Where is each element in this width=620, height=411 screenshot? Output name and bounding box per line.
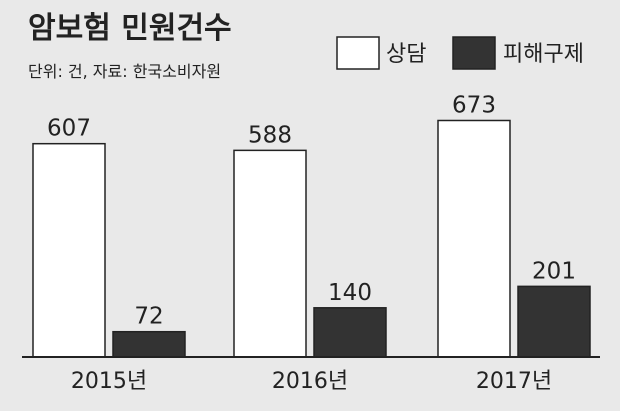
legend-label-consult: 상담 [386,42,426,67]
chart-subtitle: 단위: 건, 자료: 한국소비자원 [28,62,221,81]
bar-relief-2 [313,307,387,358]
legend: 상담 피해구제 [336,36,584,70]
value-label-relief-1: 72 [134,304,163,330]
bars: 607 72 588 140 673 201 [32,92,591,358]
value-label-consult-2: 588 [248,122,292,148]
legend-swatch-consult [336,36,380,70]
bar-consult-3 [437,119,511,358]
bar-relief-1 [112,330,186,358]
bar-consult-1 [32,142,106,358]
legend-swatch-relief [452,36,496,70]
x-tick-label-3: 2017년 [476,369,552,394]
value-label-consult-3: 673 [452,92,496,118]
value-label-relief-3: 201 [532,258,576,284]
bar-consult-2 [233,149,307,358]
x-tick-label-2: 2016년 [272,369,348,394]
value-label-consult-1: 607 [47,116,91,142]
x-tick-label-1: 2015년 [71,369,147,394]
legend-label-relief: 피해구제 [503,42,584,67]
value-label-relief-2: 140 [328,280,372,306]
bar-relief-3 [517,285,591,358]
chart-title: 암보험 민원건수 [28,11,232,46]
x-ticks: 2015년 2016년 2017년 [71,369,552,394]
